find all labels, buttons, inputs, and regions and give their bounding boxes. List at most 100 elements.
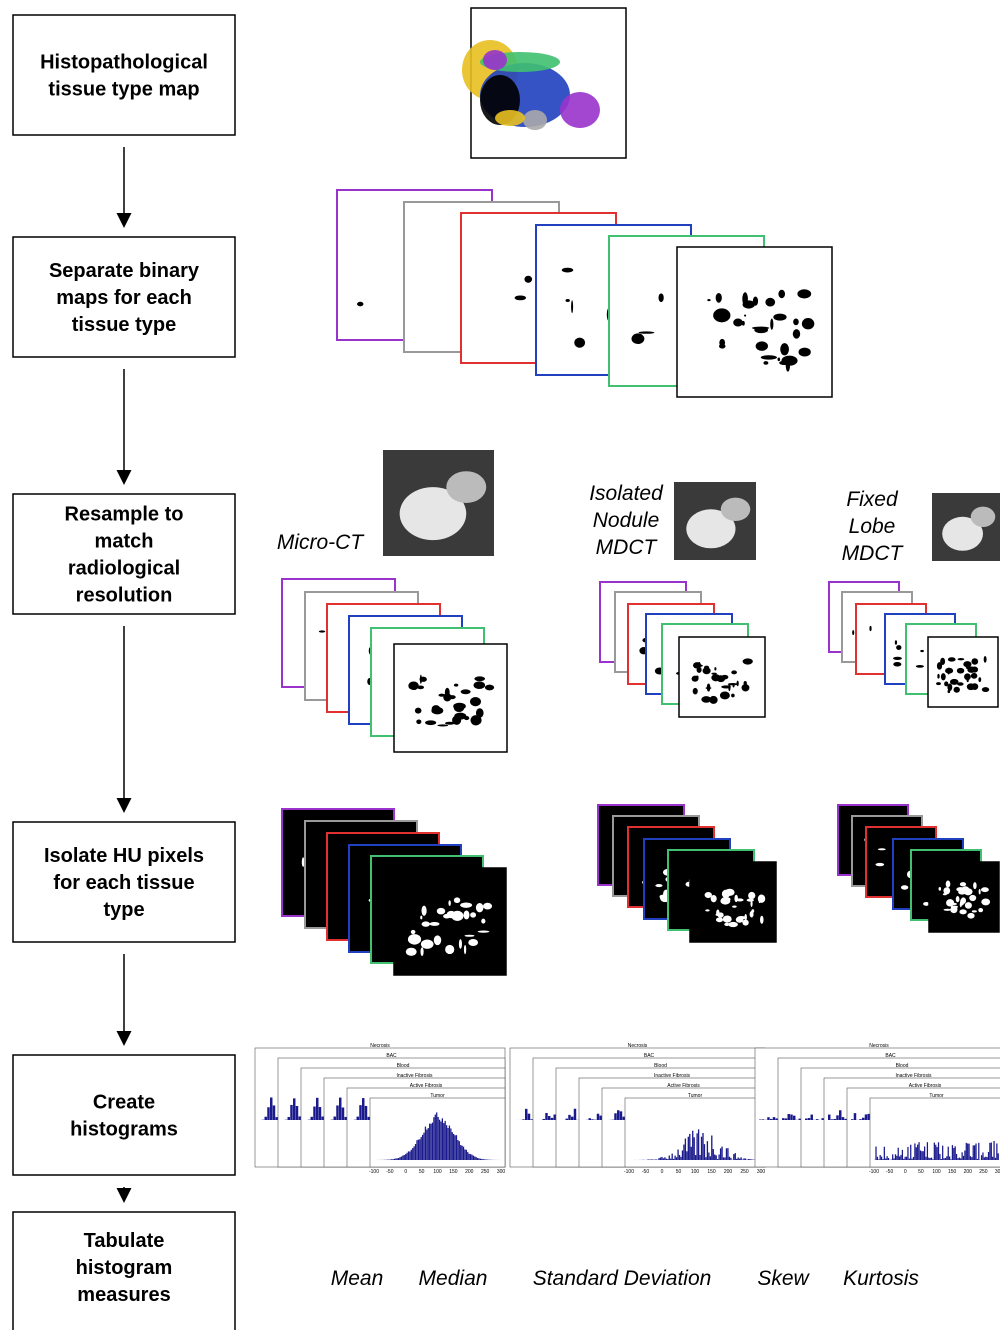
- blob: [939, 887, 941, 891]
- histogram-tick: 250: [979, 1169, 988, 1175]
- histogram-bar: [477, 1158, 478, 1160]
- histogram-bar: [406, 1153, 407, 1160]
- histogram-bar: [906, 1157, 907, 1160]
- blob: [967, 667, 975, 673]
- blob: [476, 903, 484, 912]
- histogram-bar: [669, 1156, 670, 1160]
- blob: [463, 910, 469, 919]
- blob: [707, 683, 711, 691]
- histogram-bar: [968, 1144, 969, 1160]
- step-box: [13, 15, 235, 135]
- histogram-tick: 200: [964, 1169, 973, 1175]
- histogram-bar: [811, 1115, 813, 1120]
- histogram-bar: [438, 1117, 439, 1160]
- histogram-bar: [984, 1157, 985, 1160]
- histogram-bar: [782, 1118, 784, 1120]
- histogram-bar: [460, 1145, 461, 1160]
- blob: [705, 909, 709, 911]
- blob: [916, 665, 924, 668]
- blob: [978, 908, 983, 912]
- histogram-bar: [689, 1134, 690, 1160]
- histogram-bar: [836, 1115, 838, 1120]
- histogram-bar: [399, 1157, 400, 1160]
- blob: [943, 887, 950, 894]
- histogram-bar: [433, 1117, 434, 1160]
- blob: [451, 911, 463, 921]
- step-box: [13, 1055, 235, 1175]
- histogram-bar: [419, 1139, 420, 1160]
- histogram-bar: [905, 1157, 906, 1160]
- blob: [415, 708, 422, 714]
- histogram-bar: [877, 1157, 878, 1160]
- histogram-bar: [357, 1117, 359, 1120]
- histogram-bar: [912, 1159, 913, 1160]
- blob: [422, 921, 430, 926]
- blob: [760, 916, 764, 924]
- histogram-bar: [735, 1153, 736, 1160]
- ct-lesion: [971, 507, 995, 527]
- step-label: Histopathological: [40, 52, 208, 74]
- blob: [948, 657, 956, 661]
- histogram-bar: [688, 1137, 689, 1160]
- histogram-bar: [831, 1119, 833, 1120]
- blob: [958, 658, 965, 660]
- histogram-bar: [949, 1156, 950, 1160]
- modality-label: Micro-CT: [277, 531, 365, 554]
- histogram-bar: [785, 1118, 787, 1120]
- histogram-bar: [914, 1143, 915, 1160]
- histogram-bar: [440, 1121, 441, 1160]
- blob: [448, 900, 450, 906]
- histogram-bar: [397, 1158, 398, 1160]
- blob: [437, 908, 445, 915]
- histogram-bar: [692, 1131, 693, 1160]
- histogram-bar: [430, 1124, 431, 1160]
- histogram-bar: [276, 1117, 278, 1120]
- tissue-region: [523, 110, 547, 130]
- histogram-bar: [481, 1159, 482, 1160]
- histogram-bar: [773, 1117, 775, 1120]
- histogram-bar: [900, 1155, 901, 1160]
- histogram-tick: 50: [918, 1169, 924, 1175]
- blob: [425, 720, 436, 725]
- histogram-bar: [729, 1157, 730, 1160]
- blob: [454, 703, 465, 712]
- histogram-bar: [401, 1157, 402, 1160]
- blob: [959, 909, 966, 914]
- histogram-bar: [978, 1143, 979, 1160]
- histogram-tick: 0: [661, 1169, 664, 1175]
- blob: [477, 717, 481, 724]
- histogram-bar: [993, 1141, 994, 1160]
- histogram-bar: [708, 1153, 709, 1160]
- blob: [478, 931, 490, 933]
- histogram-bar: [566, 1119, 568, 1120]
- step-label: Create: [93, 1092, 155, 1114]
- blob: [753, 297, 758, 306]
- histogram-bar: [485, 1159, 486, 1160]
- histogram-bar: [921, 1151, 922, 1160]
- histogram-title: Blood: [654, 1063, 667, 1069]
- histogram-bar: [875, 1147, 876, 1160]
- blob: [720, 897, 730, 904]
- histogram-bar: [265, 1117, 267, 1120]
- histogram-bar: [395, 1159, 396, 1160]
- histogram-bar: [898, 1148, 899, 1160]
- histogram-bar: [878, 1159, 879, 1160]
- histogram-bar: [683, 1145, 684, 1160]
- blob: [981, 887, 989, 892]
- blob: [896, 645, 901, 650]
- blob: [963, 661, 971, 667]
- histogram-bar: [293, 1098, 295, 1120]
- histogram-bar: [991, 1143, 992, 1160]
- blob: [967, 913, 974, 919]
- step-label: for each tissue: [53, 872, 194, 894]
- histogram-bar: [953, 1148, 954, 1160]
- blob: [954, 687, 960, 693]
- histogram-tick: 150: [948, 1169, 957, 1175]
- histogram-tick: 50: [419, 1169, 425, 1175]
- histogram-bar: [336, 1105, 338, 1120]
- blob: [565, 299, 569, 302]
- blob: [701, 696, 711, 703]
- histogram-bar: [442, 1118, 443, 1160]
- modality-label: Nodule: [593, 509, 660, 532]
- histogram-bar: [394, 1159, 395, 1160]
